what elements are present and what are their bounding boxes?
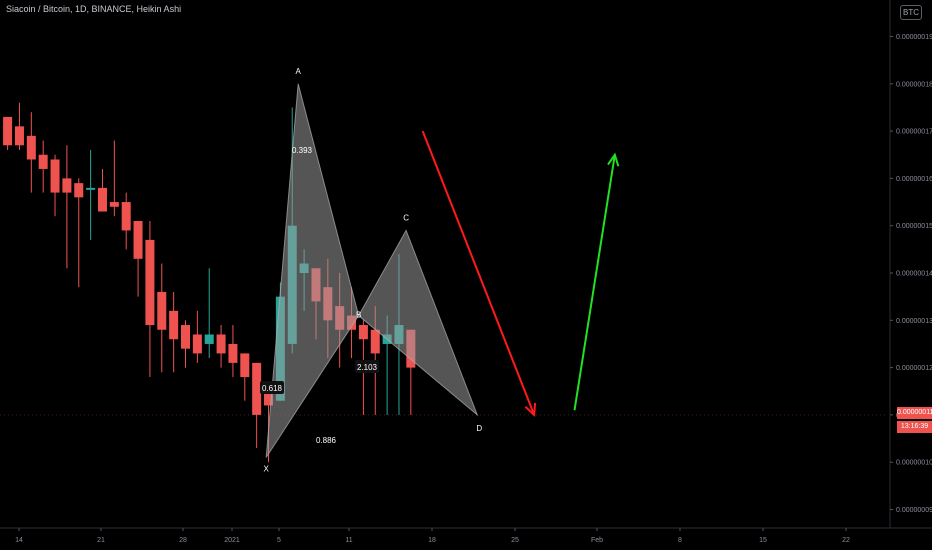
y-tick-label: 0.00000019 xyxy=(896,34,932,41)
y-tick-label: 0.00000009 xyxy=(896,507,932,514)
down-arrow-shaft xyxy=(421,130,536,416)
x-tick-label: Feb xyxy=(591,537,603,544)
candle-body xyxy=(121,202,131,231)
candle-body xyxy=(14,126,24,146)
pattern-point-d: D xyxy=(476,424,482,433)
x-tick-label: 5 xyxy=(277,537,281,544)
y-tick-label: 0.00000018 xyxy=(896,81,932,88)
projection-arrows[interactable] xyxy=(421,130,620,418)
candle-body xyxy=(62,178,72,193)
up-arrow-shaft xyxy=(573,154,616,411)
x-tick-label: 25 xyxy=(511,537,519,544)
candle-body xyxy=(26,135,36,160)
harmonic-pattern[interactable]: X A B C D 0.393 0.618 0.886 2.103 xyxy=(260,67,482,474)
candle-body xyxy=(109,202,119,207)
candle-body xyxy=(169,310,179,340)
ratio-label-bg xyxy=(260,381,284,394)
candle-body xyxy=(97,187,107,212)
candle-body xyxy=(181,325,190,349)
x-tick-label: 14 xyxy=(15,537,23,544)
ratio-label-bg xyxy=(355,360,379,373)
candle-body xyxy=(216,334,226,354)
y-tick-label: 0.00000013 xyxy=(896,318,932,325)
candle-body xyxy=(133,220,143,259)
y-tick-label: 0.00000016 xyxy=(896,176,932,183)
y-tick-label: 0.00000014 xyxy=(896,271,932,278)
candle-body xyxy=(86,187,96,190)
pattern-point-b: B xyxy=(356,311,361,320)
x-tick-label: 8 xyxy=(678,537,682,544)
up-arrow-head xyxy=(607,152,620,167)
currency-badge[interactable]: BTC xyxy=(900,5,922,20)
y-tick-label: 0.00000017 xyxy=(896,129,932,136)
y-tick-label: 0.00000015 xyxy=(896,223,932,230)
candle-body xyxy=(3,116,13,146)
ratio-label: 0.618 xyxy=(262,384,283,393)
x-tick-label: 2021 xyxy=(224,537,240,544)
candle-body xyxy=(228,343,238,363)
pattern-triangle-bcd xyxy=(358,229,479,417)
last-price-tag: 0.00000011 xyxy=(897,407,932,419)
candle-body xyxy=(358,325,368,340)
candle-body xyxy=(370,329,380,354)
candle-body xyxy=(145,239,155,326)
ratio-label: 0.393 xyxy=(292,146,313,155)
candle-body xyxy=(252,362,262,415)
x-tick-label: 11 xyxy=(345,537,352,544)
x-tick-label: 22 xyxy=(842,537,850,544)
down-arrow-head xyxy=(524,402,537,418)
countdown-tag: 13:16:39 xyxy=(897,421,932,433)
candle-body xyxy=(74,183,84,198)
chart-title: Siacoin / Bitcoin, 1D, BINANCE, Heikin A… xyxy=(6,4,182,14)
x-tick-label: 15 xyxy=(759,537,767,544)
candle-body xyxy=(157,291,167,330)
y-tick-label: 0.00000010 xyxy=(896,460,932,467)
pattern-point-c: C xyxy=(403,213,409,222)
candle-body xyxy=(50,159,60,193)
pattern-point-a: A xyxy=(295,67,301,76)
candle-body xyxy=(38,154,48,169)
candle-body xyxy=(204,334,214,344)
candle-body xyxy=(192,334,202,354)
y-tick-label: 0.00000012 xyxy=(896,365,932,372)
ratio-label: 2.103 xyxy=(357,363,378,372)
pattern-triangle-xab xyxy=(265,83,360,458)
pattern-point-x: X xyxy=(263,464,269,473)
x-tick-label: 21 xyxy=(97,537,105,544)
x-tick-label: 28 xyxy=(179,537,187,544)
ratio-label: 0.886 xyxy=(316,436,337,445)
candle-body xyxy=(264,386,274,406)
candle-body xyxy=(240,353,250,378)
x-tick-label: 18 xyxy=(428,537,436,544)
